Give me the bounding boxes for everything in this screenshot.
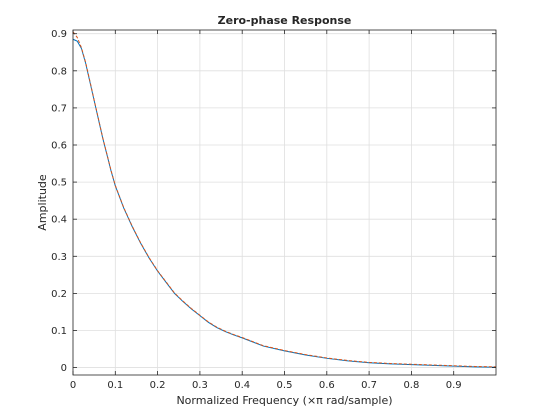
- x-tick-label: 0.1: [107, 380, 123, 391]
- x-axis-label: Normalized Frequency (×π rad/sample): [176, 394, 392, 407]
- y-tick-label: 0: [61, 363, 67, 374]
- x-tick-label: 0.6: [319, 380, 335, 391]
- y-tick-label: 0.3: [51, 252, 67, 263]
- y-axis-label: Amplitude: [36, 174, 49, 231]
- y-tick-label: 0.5: [51, 178, 67, 189]
- x-tick-label: 0.9: [446, 380, 462, 391]
- x-tick-label: 0.8: [403, 380, 419, 391]
- series-layer: [73, 31, 496, 368]
- x-tick-label: 0.3: [192, 380, 208, 391]
- x-tick-label: 0.5: [277, 380, 293, 391]
- y-tick-label: 0.2: [51, 289, 67, 300]
- x-tick-label: 0.2: [150, 380, 166, 391]
- x-tick-labels: 0 0.1 0.2 0.3 0.4 0.5 0.6 0.7 0.8 0.9: [70, 380, 462, 391]
- x-tick-label: 0.7: [361, 380, 377, 391]
- y-tick-labels: 0 0.1 0.2 0.3 0.4 0.5 0.6 0.7 0.8 0.9: [51, 29, 67, 374]
- x-tick-label: 0.4: [234, 380, 250, 391]
- grid-lines: [72, 30, 496, 375]
- y-tick-label: 0.1: [51, 326, 67, 337]
- y-tick-label: 0.8: [51, 66, 67, 77]
- y-tick-label: 0.6: [51, 141, 67, 152]
- y-tick-label: 0.7: [51, 103, 67, 114]
- x-tick-label: 0: [70, 380, 76, 391]
- series-line-1: [73, 31, 496, 368]
- chart-title: Zero-phase Response: [218, 14, 352, 27]
- y-tick-label: 0.9: [51, 29, 67, 40]
- y-tick-label: 0.4: [51, 215, 67, 226]
- tick-marks: [72, 30, 496, 375]
